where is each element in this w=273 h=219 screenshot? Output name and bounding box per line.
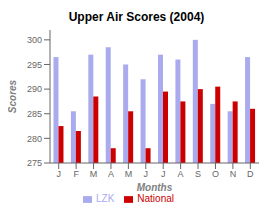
- svg-text:300: 300: [27, 35, 42, 45]
- svg-text:N: N: [230, 169, 237, 179]
- svg-text:S: S: [195, 169, 201, 179]
- svg-text:M: M: [90, 169, 98, 179]
- svg-text:285: 285: [27, 109, 42, 119]
- svg-text:290: 290: [27, 84, 42, 94]
- html-text:LZK: LZK: [96, 193, 115, 204]
- svg-text:Scores: Scores: [8, 79, 18, 113]
- svg-text:A: A: [108, 169, 114, 179]
- svg-text:280: 280: [27, 134, 42, 144]
- svg-text:J: J: [144, 169, 149, 179]
- html-text:National: National: [137, 193, 174, 204]
- svg-text:275: 275: [27, 158, 42, 168]
- svg-text:J: J: [161, 169, 166, 179]
- svg-text:M: M: [125, 169, 133, 179]
- svg-text:J: J: [56, 169, 61, 179]
- svg-text:O: O: [212, 169, 219, 179]
- svg-text:A: A: [178, 169, 184, 179]
- svg-text:D: D: [247, 169, 254, 179]
- svg-text:Months: Months: [137, 182, 173, 193]
- html-text:Upper Air Scores (2004): Upper Air Scores (2004): [68, 10, 205, 24]
- svg-text:F: F: [73, 169, 79, 179]
- svg-text:295: 295: [27, 60, 42, 70]
